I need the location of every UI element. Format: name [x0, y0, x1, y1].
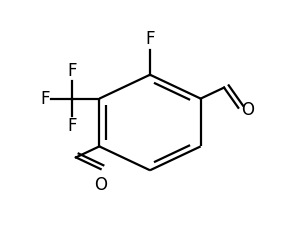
Text: F: F: [68, 117, 77, 135]
Text: O: O: [94, 176, 107, 194]
Text: F: F: [68, 62, 77, 80]
Text: F: F: [145, 30, 155, 48]
Text: O: O: [241, 101, 254, 119]
Text: F: F: [40, 90, 50, 108]
